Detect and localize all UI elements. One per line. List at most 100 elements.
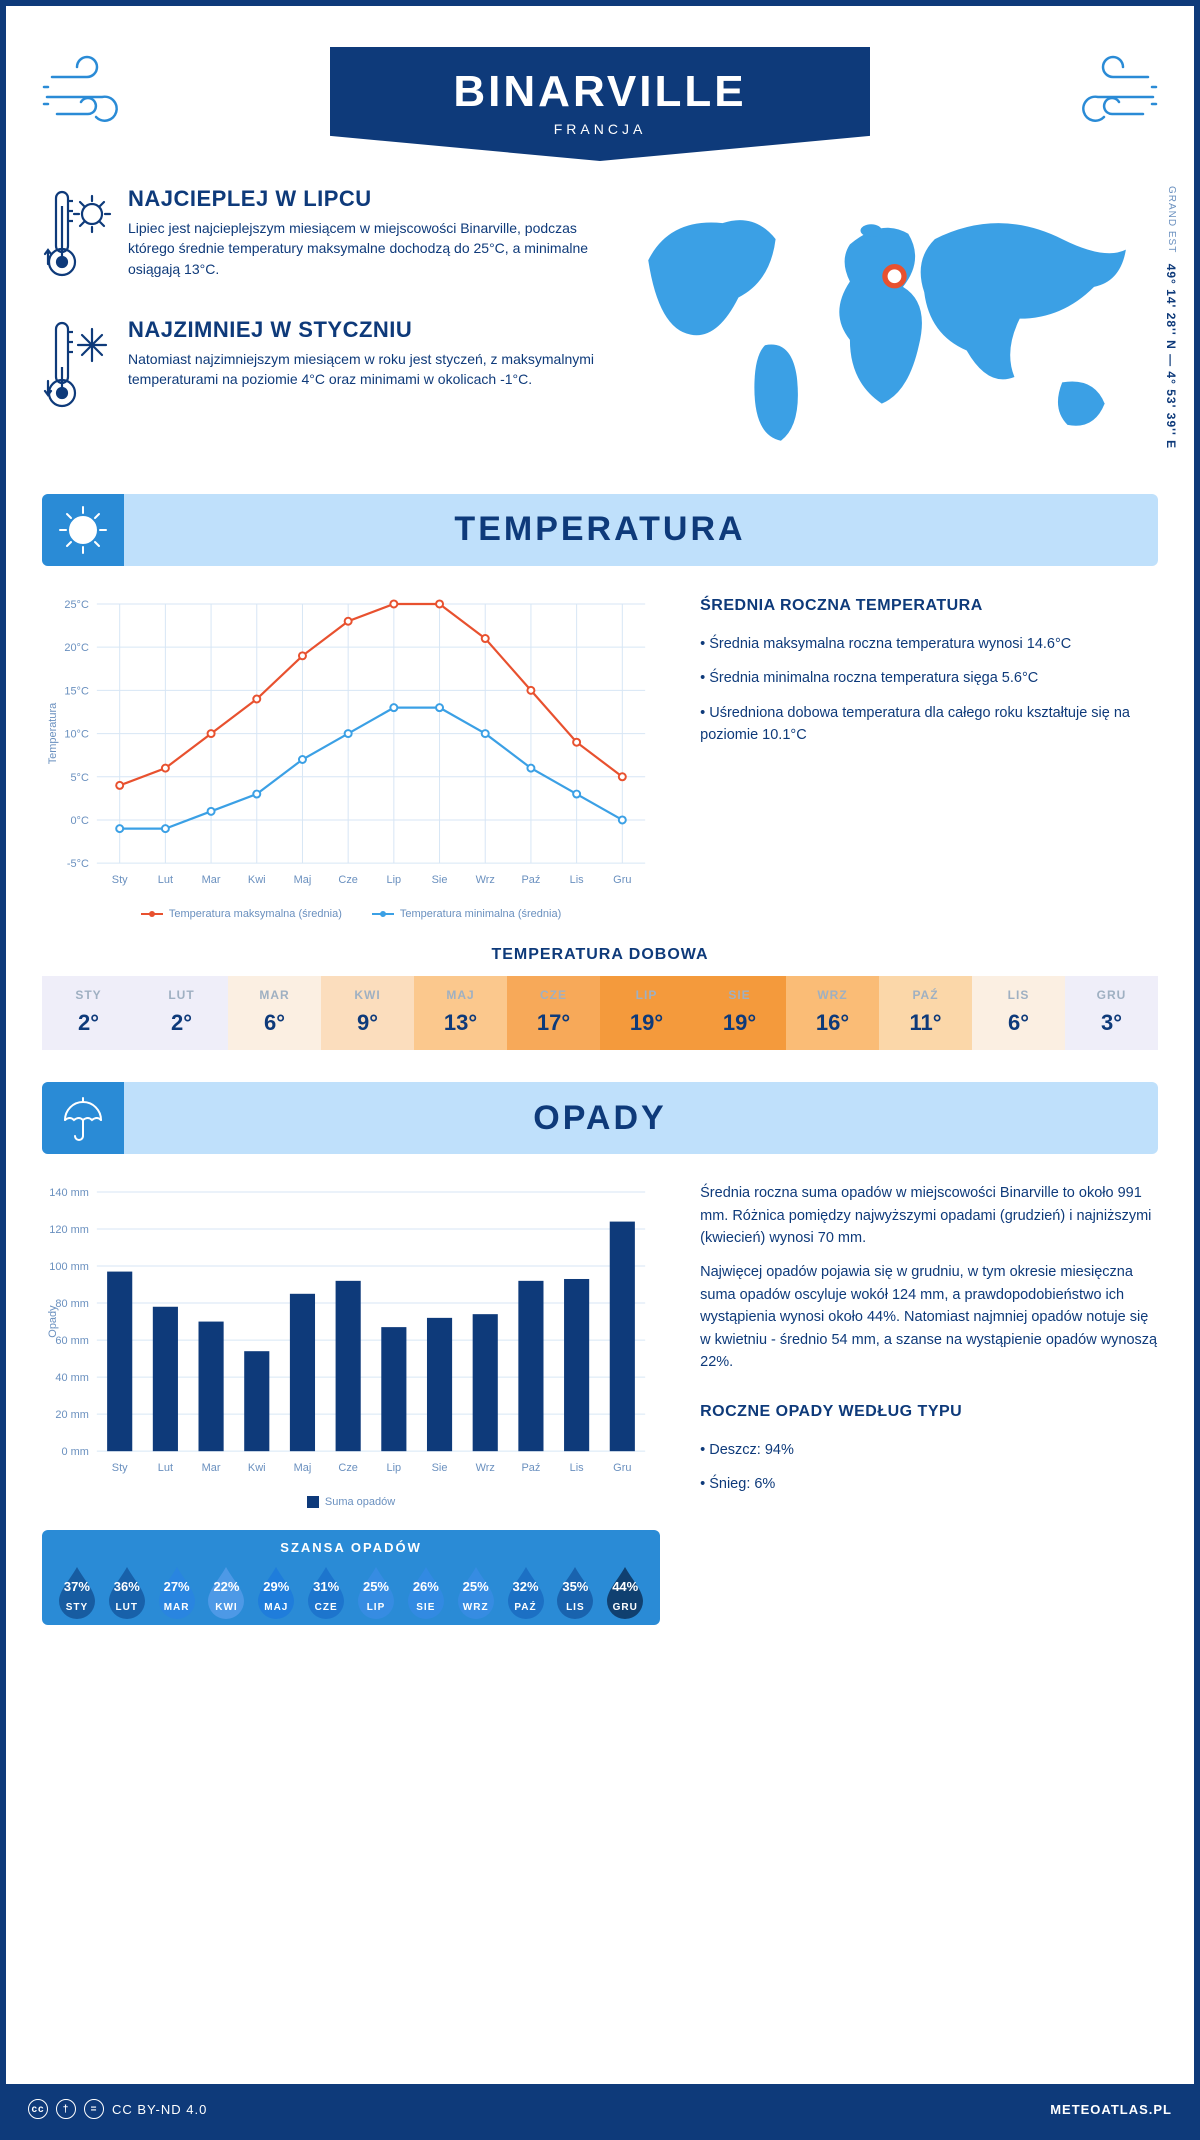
svg-text:15°C: 15°C bbox=[64, 685, 89, 697]
svg-text:Gru: Gru bbox=[613, 874, 631, 886]
svg-text:Cze: Cze bbox=[338, 1462, 357, 1474]
coldest-title: NAJZIMNIEJ W STYCZNIU bbox=[128, 317, 599, 343]
daily-temp-cell: PAŹ11° bbox=[879, 976, 972, 1050]
daily-temp-cell: LIP19° bbox=[600, 976, 693, 1050]
svg-text:Wrz: Wrz bbox=[476, 1462, 495, 1474]
daily-temp-cell: KWI9° bbox=[321, 976, 414, 1050]
daily-temp-cell: SIE19° bbox=[693, 976, 786, 1050]
rain-chance-drop: 44% GRU bbox=[602, 1563, 648, 1613]
svg-text:Gru: Gru bbox=[613, 1462, 631, 1474]
svg-text:40 mm: 40 mm bbox=[55, 1372, 88, 1384]
svg-text:Sie: Sie bbox=[432, 874, 448, 886]
daily-temp-cell: WRZ16° bbox=[786, 976, 879, 1050]
thermometer-hot-icon bbox=[42, 186, 112, 291]
svg-text:120 mm: 120 mm bbox=[49, 1224, 89, 1236]
world-map: GRAND EST 49° 14' 28'' N — 4° 53' 39'' E bbox=[627, 186, 1158, 462]
svg-text:Maj: Maj bbox=[294, 1462, 312, 1474]
svg-text:Lut: Lut bbox=[158, 1462, 173, 1474]
rain-chance-drop: 29% MAJ bbox=[253, 1563, 299, 1613]
svg-text:80 mm: 80 mm bbox=[55, 1298, 88, 1310]
svg-text:Lut: Lut bbox=[158, 874, 173, 886]
rain-chance-drop: 36% LUT bbox=[104, 1563, 150, 1613]
country-name: FRANCJA bbox=[330, 121, 870, 137]
rain-chance-drop: 25% LIP bbox=[353, 1563, 399, 1613]
umbrella-icon bbox=[42, 1082, 124, 1154]
rain-chance-drop: 22% KWI bbox=[204, 1563, 250, 1613]
svg-text:0°C: 0°C bbox=[70, 815, 88, 827]
svg-text:25°C: 25°C bbox=[64, 599, 89, 611]
precipitation-section-header: OPADY bbox=[42, 1082, 1158, 1154]
daily-temp-cell: MAJ13° bbox=[414, 976, 507, 1050]
svg-text:Opady: Opady bbox=[47, 1305, 59, 1338]
precipitation-title: OPADY bbox=[142, 1099, 1058, 1138]
temperature-line-chart: -5°C 0°C 5°C 10°C 15°C 20°C 25°C Sty Lut Mar Kwi Ma… bbox=[42, 594, 660, 893]
rain-chance-drop: 35% LIS bbox=[552, 1563, 598, 1613]
daily-temp-cell: LIS6° bbox=[972, 976, 1065, 1050]
warmest-block: NAJCIEPLEJ W LIPCU Lipiec jest najcieple… bbox=[42, 186, 599, 291]
precipitation-bar-chart: 0 mm 20 mm 40 mm 60 mm 80 mm 100 mm 120 mm 140 … bbox=[42, 1182, 660, 1481]
daily-temp-cell: LUT2° bbox=[135, 976, 228, 1050]
svg-text:Sty: Sty bbox=[112, 874, 128, 886]
svg-text:Mar: Mar bbox=[202, 1462, 221, 1474]
rain-chance-panel: SZANSA OPADÓW 37% STY 36% LUT 27% MAR 22 bbox=[42, 1530, 660, 1625]
svg-text:60 mm: 60 mm bbox=[55, 1335, 88, 1347]
daily-temp-title: TEMPERATURA DOBOWA bbox=[42, 946, 1158, 964]
svg-text:Cze: Cze bbox=[338, 874, 357, 886]
coordinates: GRAND EST 49° 14' 28'' N — 4° 53' 39'' E bbox=[1164, 186, 1178, 449]
rain-chance-drop: 26% SIE bbox=[403, 1563, 449, 1613]
cc-icon: cc bbox=[28, 2099, 48, 2119]
svg-text:100 mm: 100 mm bbox=[49, 1261, 89, 1273]
svg-text:140 mm: 140 mm bbox=[49, 1187, 89, 1199]
license: cc † = CC BY-ND 4.0 bbox=[28, 2099, 207, 2119]
svg-text:0 mm: 0 mm bbox=[61, 1446, 88, 1458]
temperature-annual-text: ŚREDNIA ROCZNA TEMPERATURA • Średnia mak… bbox=[700, 594, 1158, 920]
rain-chance-drop: 37% STY bbox=[54, 1563, 100, 1613]
precipitation-legend: Suma opadów bbox=[42, 1496, 660, 1508]
temperature-title: TEMPERATURA bbox=[142, 510, 1058, 549]
svg-text:Lis: Lis bbox=[570, 874, 585, 886]
svg-text:Sie: Sie bbox=[432, 1462, 448, 1474]
by-icon: † bbox=[56, 2099, 76, 2119]
temperature-legend: Temperatura maksymalna (średnia) Tempera… bbox=[42, 908, 660, 920]
warmest-title: NAJCIEPLEJ W LIPCU bbox=[128, 186, 599, 212]
svg-text:Lip: Lip bbox=[387, 874, 402, 886]
sun-icon bbox=[42, 494, 124, 566]
thermometer-cold-icon bbox=[42, 317, 112, 422]
precipitation-text: Średnia roczna suma opadów w miejscowośc… bbox=[700, 1182, 1158, 1625]
daily-temp-cell: MAR6° bbox=[228, 976, 321, 1050]
rain-chance-drop: 25% WRZ bbox=[453, 1563, 499, 1613]
daily-temp-table: STY2° LUT2° MAR6° KWI9° MAJ13° CZE17° LI… bbox=[42, 976, 1158, 1050]
svg-text:Lis: Lis bbox=[570, 1462, 585, 1474]
svg-text:Paź: Paź bbox=[521, 874, 540, 886]
daily-temp-cell: CZE17° bbox=[507, 976, 600, 1050]
coldest-block: NAJZIMNIEJ W STYCZNIU Natomiast najzimni… bbox=[42, 317, 599, 422]
svg-text:Maj: Maj bbox=[294, 874, 312, 886]
svg-text:10°C: 10°C bbox=[64, 729, 89, 741]
city-name: BINARVILLE bbox=[330, 67, 870, 117]
site-name: METEOATLAS.PL bbox=[1050, 2102, 1172, 2117]
svg-text:Wrz: Wrz bbox=[476, 874, 495, 886]
svg-text:20°C: 20°C bbox=[64, 642, 89, 654]
city-banner: BINARVILLE FRANCJA bbox=[330, 47, 870, 161]
svg-text:Sty: Sty bbox=[112, 1462, 128, 1474]
svg-text:Temperatura: Temperatura bbox=[47, 702, 59, 764]
header-banner: BINARVILLE FRANCJA bbox=[42, 34, 1158, 174]
daily-temp-cell: STY2° bbox=[42, 976, 135, 1050]
wind-icon bbox=[42, 52, 142, 147]
svg-text:5°C: 5°C bbox=[70, 772, 88, 784]
warmest-text: Lipiec jest najcieplejszym miesiącem w m… bbox=[128, 218, 599, 279]
footer: cc † = CC BY-ND 4.0 METEOATLAS.PL bbox=[6, 2084, 1194, 2134]
rain-chance-drop: 27% MAR bbox=[154, 1563, 200, 1613]
rain-chance-drop: 31% CZE bbox=[303, 1563, 349, 1613]
svg-text:Kwi: Kwi bbox=[248, 874, 266, 886]
rain-chance-drop: 32% PAŹ bbox=[503, 1563, 549, 1613]
daily-temp-cell: GRU3° bbox=[1065, 976, 1158, 1050]
svg-text:Lip: Lip bbox=[387, 1462, 402, 1474]
wind-icon bbox=[1058, 52, 1158, 147]
svg-text:Paź: Paź bbox=[521, 1462, 540, 1474]
svg-text:20 mm: 20 mm bbox=[55, 1409, 88, 1421]
coldest-text: Natomiast najzimniejszym miesiącem w rok… bbox=[128, 349, 599, 390]
svg-text:-5°C: -5°C bbox=[67, 858, 89, 870]
svg-text:Kwi: Kwi bbox=[248, 1462, 266, 1474]
svg-text:Mar: Mar bbox=[202, 874, 221, 886]
